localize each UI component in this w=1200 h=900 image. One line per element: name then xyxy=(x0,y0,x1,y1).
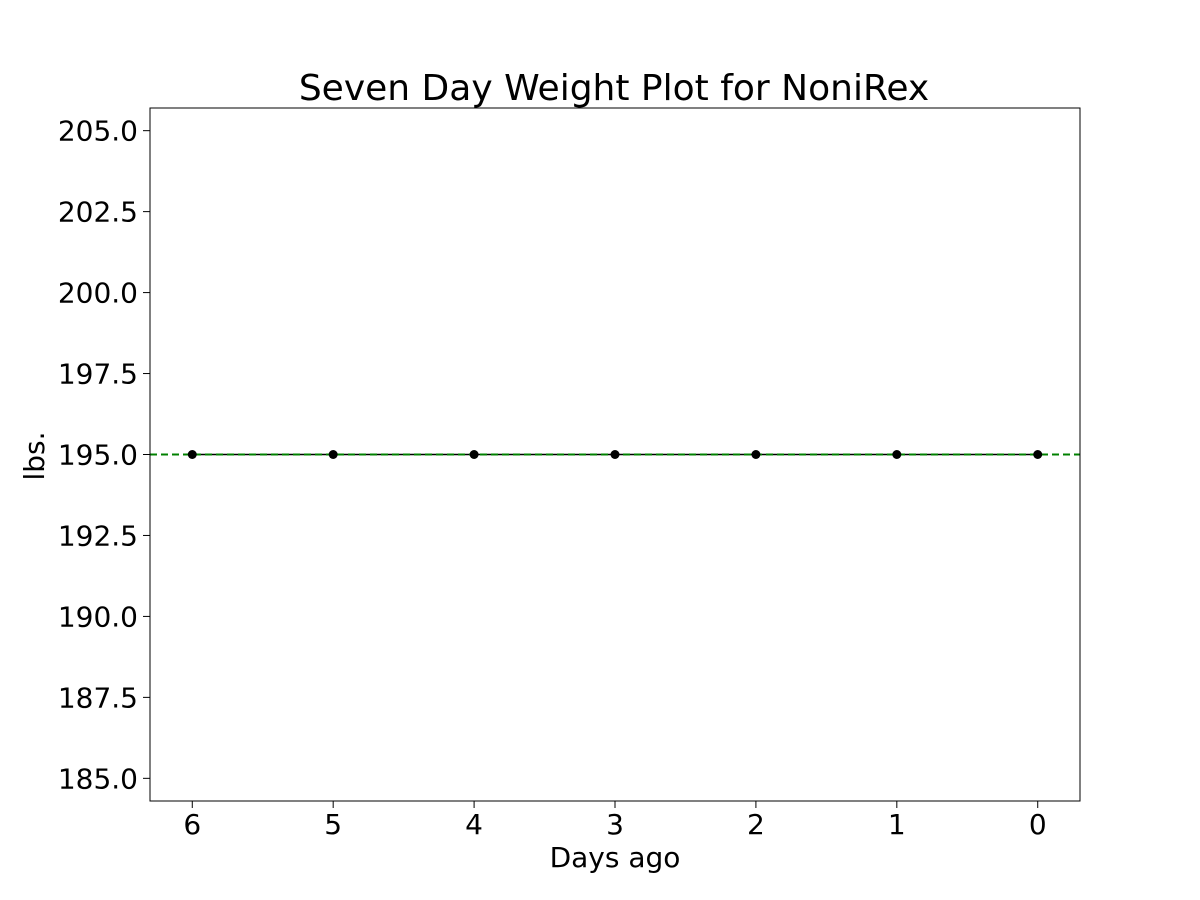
data-point xyxy=(1033,450,1043,459)
x-tick-label: 0 xyxy=(1029,808,1047,841)
x-axis-label: Days ago xyxy=(550,841,681,874)
y-tick-label: 185.0 xyxy=(58,762,138,795)
x-axis: 6 5 4 3 2 1 0 xyxy=(183,801,1047,841)
data-point xyxy=(187,450,197,459)
x-tick-label: 3 xyxy=(606,808,624,841)
y-tick-label: 192.5 xyxy=(58,519,138,552)
data-point xyxy=(751,450,761,459)
chart-title: Seven Day Weight Plot for NoniRex xyxy=(299,68,929,109)
y-tick-label: 190.0 xyxy=(58,600,138,633)
x-tick-label: 6 xyxy=(183,808,201,841)
data-point xyxy=(610,450,620,459)
x-tick-label: 5 xyxy=(324,808,342,841)
x-tick-label: 4 xyxy=(465,808,483,841)
y-tick-label: 200.0 xyxy=(58,277,138,310)
y-tick-label: 197.5 xyxy=(58,358,138,391)
y-tick-label: 195.0 xyxy=(58,439,138,472)
y-tick-label: 205.0 xyxy=(58,115,138,148)
data-point xyxy=(469,450,479,459)
data-point xyxy=(328,450,338,459)
x-tick-label: 2 xyxy=(747,808,765,841)
y-axis-label: lbs. xyxy=(18,431,51,480)
y-tick-label: 202.5 xyxy=(58,196,138,229)
y-axis: 185.0 187.5 190.0 192.5 195.0 197.5 200.0 202.5… xyxy=(58,115,150,795)
data-point xyxy=(892,450,902,459)
plot-area xyxy=(150,450,1080,459)
y-tick-label: 187.5 xyxy=(58,681,138,714)
x-tick-label: 1 xyxy=(888,808,906,841)
